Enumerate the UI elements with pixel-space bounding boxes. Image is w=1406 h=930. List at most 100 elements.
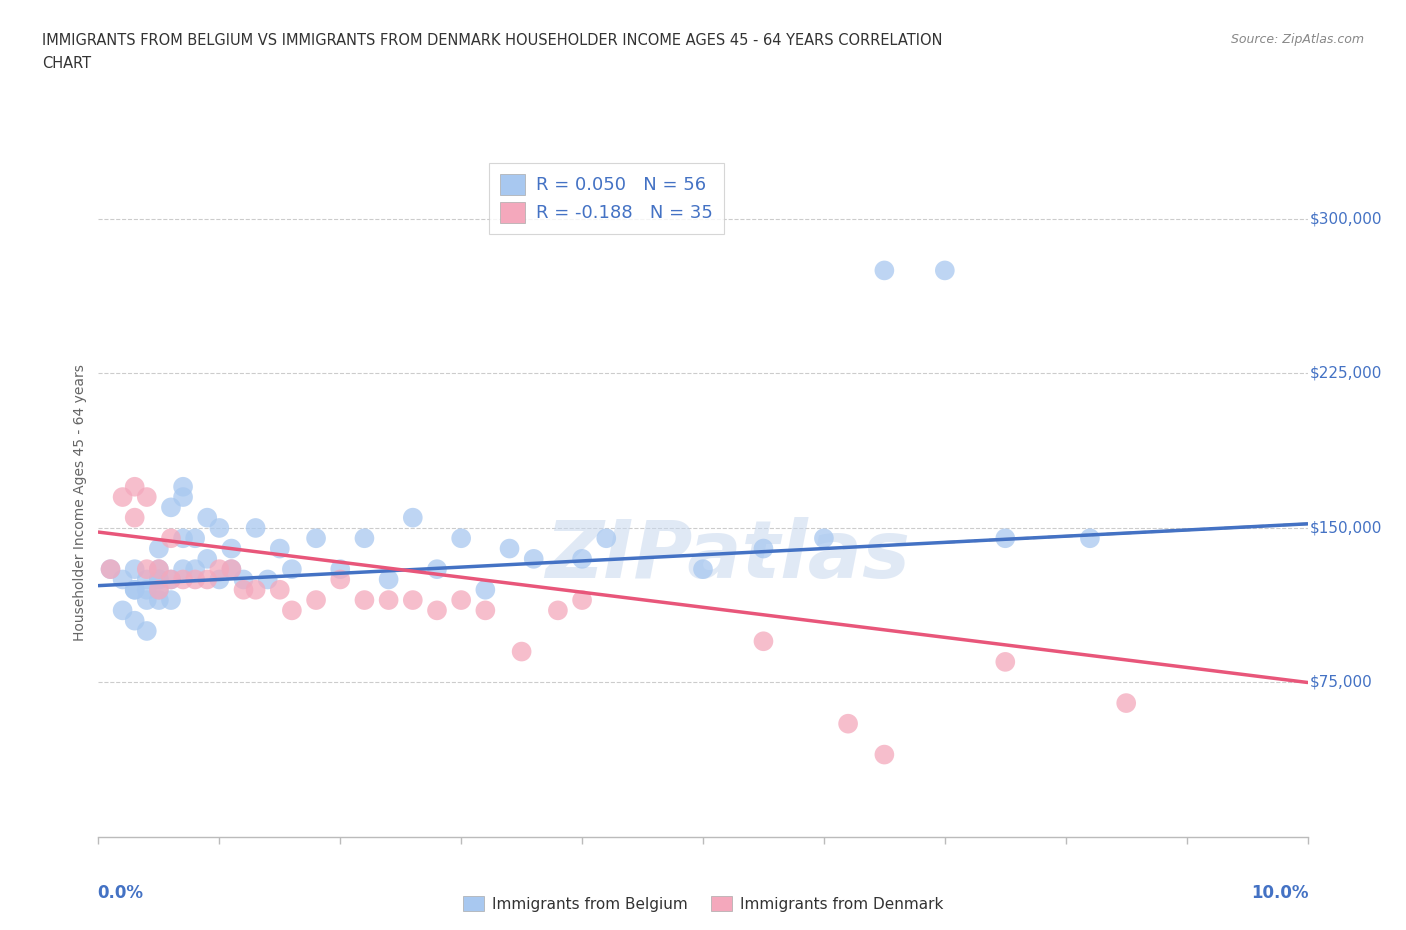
Text: $225,000: $225,000 [1310,365,1382,381]
Point [329,572,352,587]
Point [148,572,170,587]
Point [135,489,157,504]
Text: Source: ZipAtlas.com: Source: ZipAtlas.com [1230,33,1364,46]
Point [172,572,194,587]
Point [269,541,291,556]
Point [281,603,304,618]
Point [100,562,122,577]
Point [232,572,254,587]
Point [111,572,134,587]
Point [160,592,183,607]
Point [837,716,859,731]
Text: $150,000: $150,000 [1310,521,1382,536]
Point [232,582,254,597]
Point [377,572,399,587]
Point [195,511,218,525]
Point [281,562,304,577]
Point [172,531,194,546]
Point [184,531,207,546]
Point [1078,531,1101,546]
Point [305,592,328,607]
Point [1115,696,1137,711]
Point [595,531,617,546]
Point [148,582,170,597]
Point [221,562,243,577]
Point [450,592,472,607]
Point [813,531,835,546]
Point [474,582,496,597]
Point [510,644,533,659]
Point [426,562,449,577]
Text: CHART: CHART [42,56,91,71]
Text: 10.0%: 10.0% [1251,884,1309,902]
Y-axis label: Householder Income Ages 45 - 64 years: Householder Income Ages 45 - 64 years [73,364,87,641]
Point [402,592,425,607]
Point [305,531,328,546]
Point [172,489,194,504]
Point [752,634,775,649]
Point [474,603,496,618]
Point [994,531,1017,546]
Point [160,572,183,587]
Point [195,572,218,587]
Point [135,562,157,577]
Point [221,541,243,556]
Point [873,747,896,762]
Point [934,263,956,278]
Point [124,479,146,494]
Point [135,592,157,607]
Point [353,592,375,607]
Point [148,582,170,597]
Point [873,263,896,278]
Point [195,551,218,566]
Point [160,572,183,587]
Point [208,562,231,577]
Point [571,551,593,566]
Point [547,603,569,618]
Point [135,582,157,597]
Point [329,562,352,577]
Point [245,521,267,536]
Point [269,582,291,597]
Point [256,572,278,587]
Point [111,603,134,618]
Point [692,562,714,577]
Point [426,603,449,618]
Point [124,613,146,628]
Point [402,511,425,525]
Text: ZIPatlas: ZIPatlas [544,517,910,595]
Point [111,489,134,504]
Point [172,562,194,577]
Point [184,562,207,577]
Point [184,572,207,587]
Point [124,582,146,597]
Point [160,531,183,546]
Point [208,521,231,536]
Point [135,623,157,638]
Point [160,500,183,515]
Point [245,582,267,597]
Legend: R = 0.050   N = 56, R = -0.188   N = 35: R = 0.050 N = 56, R = -0.188 N = 35 [489,163,724,233]
Point [450,531,472,546]
Point [148,572,170,587]
Point [172,479,194,494]
Point [752,541,775,556]
Point [353,531,375,546]
Text: $300,000: $300,000 [1310,211,1382,226]
Point [523,551,546,566]
Text: $75,000: $75,000 [1310,675,1372,690]
Point [124,562,146,577]
Point [135,572,157,587]
Point [377,592,399,607]
Point [148,562,170,577]
Point [148,541,170,556]
Point [208,572,231,587]
Point [100,562,122,577]
Point [148,592,170,607]
Point [124,582,146,597]
Point [124,511,146,525]
Legend: Immigrants from Belgium, Immigrants from Denmark: Immigrants from Belgium, Immigrants from… [457,889,949,918]
Point [571,592,593,607]
Point [498,541,520,556]
Point [221,562,243,577]
